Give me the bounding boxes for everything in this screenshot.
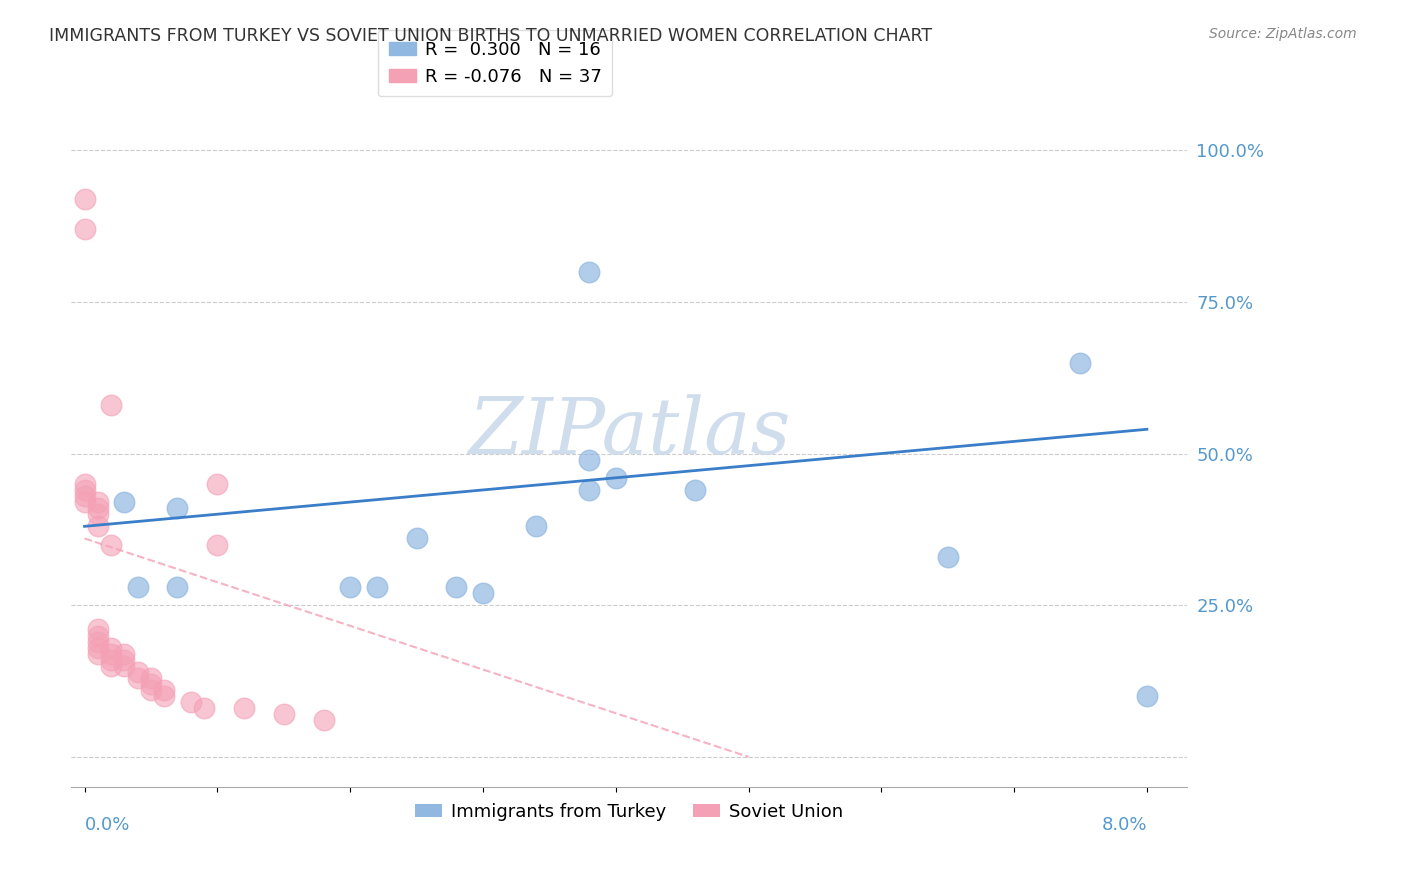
Point [207, 537, 229, 551]
Point [273, 707, 295, 722]
Text: 8.0%: 8.0% [1101, 816, 1147, 834]
Point [446, 580, 468, 594]
Point [100, 398, 122, 412]
Point [127, 671, 149, 685]
Point [100, 640, 122, 655]
Point [578, 483, 600, 497]
Point [87, 647, 110, 661]
Point [73, 192, 96, 206]
Text: Source: ZipAtlas.com: Source: ZipAtlas.com [1209, 27, 1357, 41]
Point [139, 683, 162, 698]
Point [524, 519, 547, 533]
Point [405, 532, 427, 546]
Point [193, 701, 215, 715]
Point [87, 634, 110, 648]
Point [87, 640, 110, 655]
Point [1136, 689, 1159, 703]
Point [87, 501, 110, 516]
Point [153, 683, 176, 698]
Point [312, 714, 335, 728]
Point [73, 476, 96, 491]
Point [73, 483, 96, 497]
Point [127, 665, 149, 679]
Point [166, 580, 188, 594]
Point [127, 580, 149, 594]
Text: 0.0%: 0.0% [84, 816, 129, 834]
Point [100, 658, 122, 673]
Point [153, 689, 176, 703]
Point [100, 653, 122, 667]
Point [112, 658, 135, 673]
Point [166, 501, 188, 516]
Point [73, 222, 96, 236]
Point [73, 495, 96, 509]
Legend: Immigrants from Turkey, Soviet Union: Immigrants from Turkey, Soviet Union [408, 796, 851, 828]
Point [73, 489, 96, 503]
Point [471, 586, 494, 600]
Point [1069, 355, 1091, 369]
Point [578, 264, 600, 278]
Text: ZIPatlas: ZIPatlas [468, 394, 790, 470]
Point [139, 671, 162, 685]
Point [87, 623, 110, 637]
Point [87, 628, 110, 642]
Point [180, 695, 202, 709]
Point [936, 549, 959, 564]
Point [605, 471, 627, 485]
Point [87, 519, 110, 533]
Text: IMMIGRANTS FROM TURKEY VS SOVIET UNION BIRTHS TO UNMARRIED WOMEN CORRELATION CHA: IMMIGRANTS FROM TURKEY VS SOVIET UNION B… [49, 27, 932, 45]
Point [100, 537, 122, 551]
Point [685, 483, 707, 497]
Point [87, 495, 110, 509]
Point [100, 647, 122, 661]
Point [112, 647, 135, 661]
Point [339, 580, 361, 594]
Point [139, 677, 162, 691]
Point [112, 495, 135, 509]
Point [87, 507, 110, 521]
Point [232, 701, 254, 715]
Point [366, 580, 388, 594]
Point [207, 476, 229, 491]
Point [112, 653, 135, 667]
Point [578, 452, 600, 467]
